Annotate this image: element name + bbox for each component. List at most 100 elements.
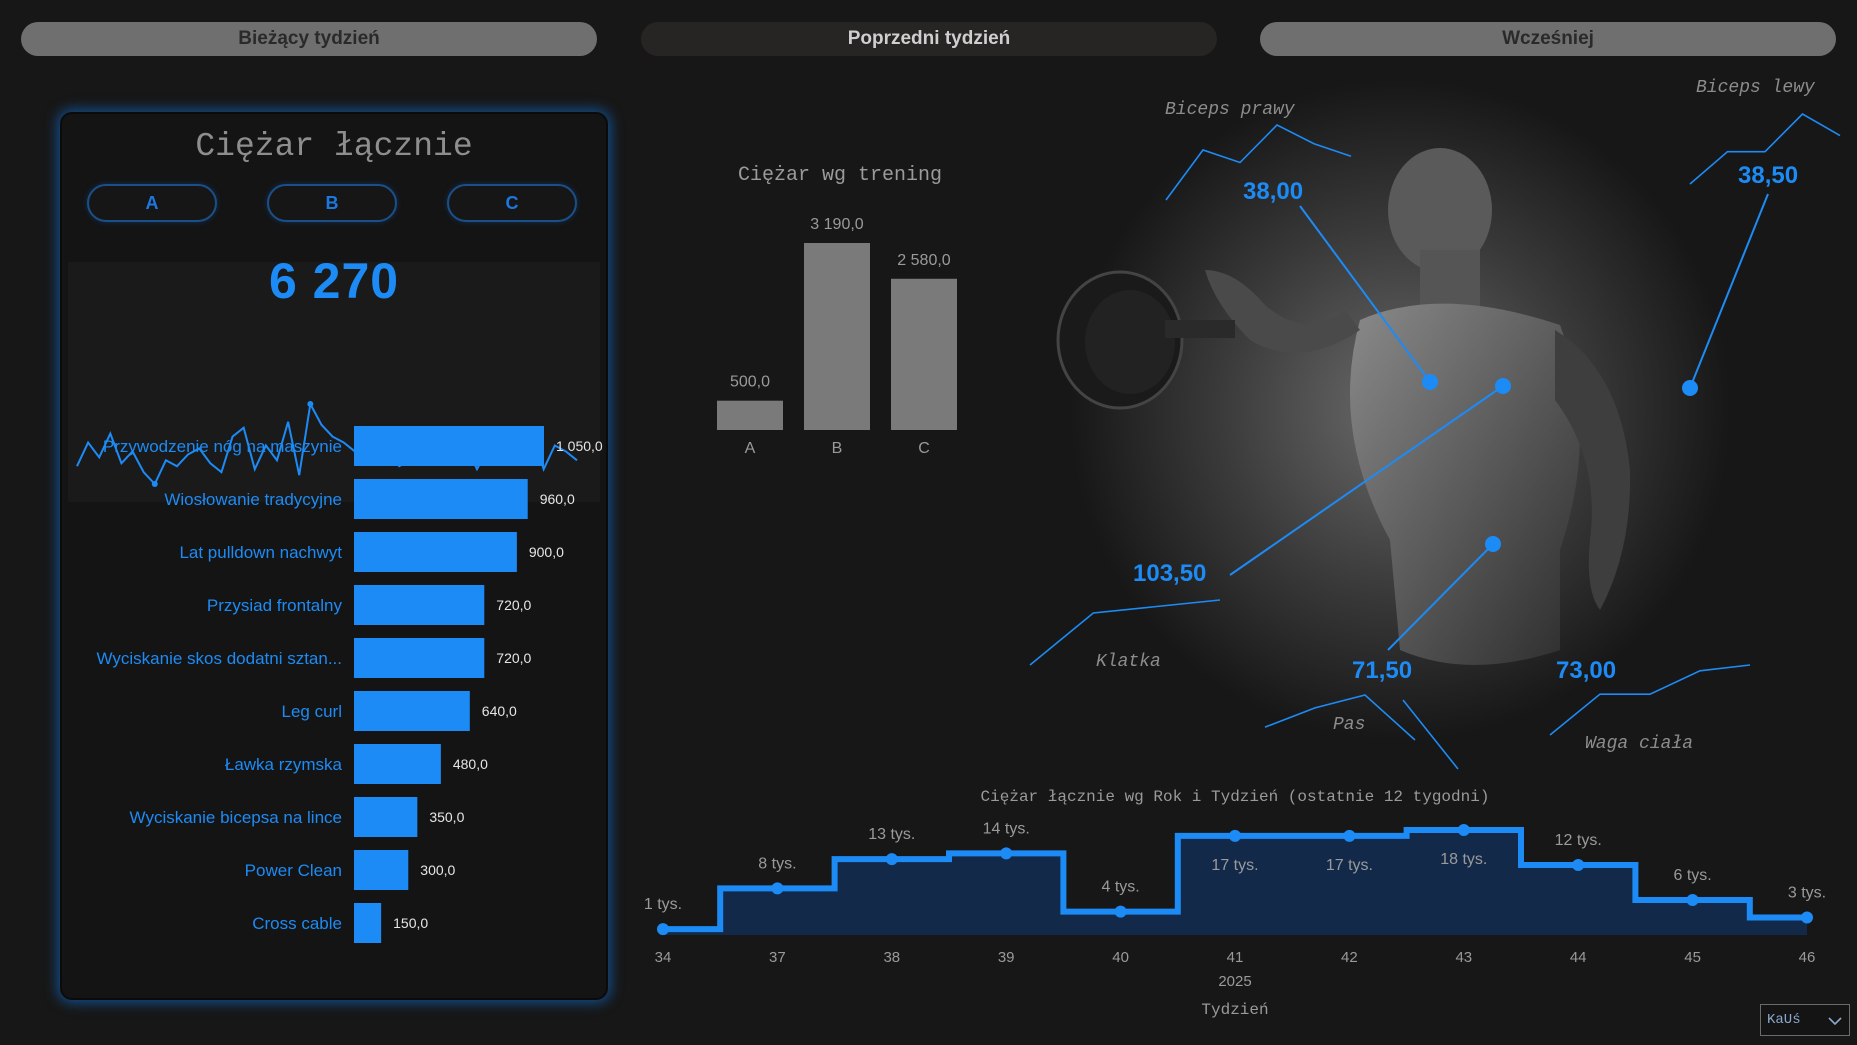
exercise-label: Wyciskanie bicepsa na lince	[130, 808, 342, 827]
exercise-label: Cross cable	[252, 914, 342, 933]
exercise-value-label: 1 050,0	[556, 438, 603, 454]
x-axis-title: Tydzień	[1201, 1001, 1268, 1019]
exercise-value-label: 900,0	[529, 544, 564, 560]
sparkline-min-point	[151, 481, 158, 487]
chevron-down-icon	[1828, 1017, 1842, 1026]
step-value-label: 6 tys.	[1673, 867, 1711, 884]
measurement-trend-line	[1549, 664, 1751, 736]
exercise-label: Wiosłowanie tradycyjne	[164, 490, 342, 509]
step-point	[1114, 905, 1127, 918]
year-label: 2025	[1218, 973, 1251, 990]
exercise-bar	[354, 426, 544, 466]
exercise-value-label: 960,0	[540, 491, 575, 507]
measurement-overlay	[1029, 113, 1841, 770]
biceps-right-value: 38,00	[1243, 178, 1304, 205]
kpi-total-weight: 6 270	[268, 253, 400, 309]
filter-button-c[interactable]: C	[447, 184, 577, 222]
week-tick-label: 44	[1570, 949, 1587, 966]
step-value-label: 8 tys.	[758, 855, 796, 872]
week-tick-label: 37	[769, 949, 786, 966]
session-chart-title: Ciężar wg trening	[737, 164, 943, 187]
step-value-label: 17 tys.	[1326, 857, 1373, 874]
measurement-trend-line	[1029, 599, 1221, 666]
step-point	[657, 923, 669, 936]
exercise-bar	[354, 479, 528, 519]
exercise-label: Ławka rzymska	[225, 755, 343, 774]
exercise-bar	[354, 691, 470, 731]
exercise-bar	[354, 850, 409, 890]
session-bar	[804, 243, 870, 430]
exercise-value-label: 350,0	[429, 809, 464, 825]
exercise-label: Lat pulldown nachwyt	[179, 543, 342, 562]
exercise-bar	[354, 744, 441, 784]
weekly-chart-title: Ciężar łącznie wg Rok i Tydzień (ostatni…	[980, 788, 1490, 806]
step-value-label: 13 tys.	[868, 826, 915, 843]
measurement-point	[1495, 378, 1511, 394]
week-tick-label: 43	[1455, 949, 1472, 966]
exercise-bar	[354, 585, 485, 625]
step-point	[771, 882, 784, 895]
exercise-bar	[354, 903, 382, 943]
weekly-step-chart: 1 tys. 34 8 tys. 37 13 tys. 38 14 tys. 39 4 tys.…	[644, 820, 1826, 1019]
exercise-bar-chart: Przywodzenie nóg na maszynie 1 050,0 Wiosł…	[96, 426, 603, 943]
week-tick-label: 38	[883, 949, 900, 966]
biceps-left-value: 38,50	[1738, 162, 1799, 189]
exercise-bar	[354, 797, 418, 837]
step-point	[1000, 847, 1013, 860]
filter-button-b[interactable]: B	[267, 184, 397, 222]
measurement-trend-line	[1165, 124, 1352, 201]
week-tick-label: 39	[998, 949, 1015, 966]
tab-previous-week[interactable]: Poprzedni tydzień	[641, 22, 1217, 56]
step-point	[1343, 829, 1356, 842]
step-point	[1686, 894, 1699, 906]
measurement-point	[1485, 536, 1501, 552]
measurement-point	[1422, 374, 1438, 390]
dumbbell-icon	[1056, 270, 1235, 410]
waist-trend-tail	[1402, 699, 1459, 770]
week-tick-label: 41	[1227, 949, 1244, 966]
waist-label: Pas	[1333, 715, 1366, 735]
session-bar	[891, 278, 957, 430]
measurement-point	[1682, 380, 1698, 396]
session-value-label: 500,0	[730, 374, 770, 391]
exercise-value-label: 720,0	[496, 650, 531, 666]
exercise-value-label: 150,0	[393, 915, 428, 931]
exercise-value-label: 720,0	[496, 597, 531, 613]
filter-button-a[interactable]: A	[87, 184, 217, 222]
sparkline-max-point	[307, 401, 314, 407]
athlete-silhouette	[1205, 148, 1631, 665]
exercise-label: Leg curl	[282, 702, 342, 721]
week-tick-label: 40	[1112, 949, 1129, 966]
user-select-value: KaUś	[1767, 1012, 1801, 1028]
tab-earlier[interactable]: Wcześniej	[1260, 22, 1836, 56]
step-value-label: 12 tys.	[1555, 832, 1602, 849]
card-title: Ciężar łącznie	[195, 128, 473, 165]
tab-current-week[interactable]: Bieżący tydzień	[21, 22, 597, 56]
week-tick-label: 46	[1799, 949, 1816, 966]
user-select[interactable]: KaUś	[1760, 1004, 1850, 1036]
week-tick-label: 34	[655, 949, 672, 966]
chest-label: Klatka	[1096, 652, 1161, 672]
measurement-connector	[1689, 193, 1769, 389]
exercise-label: Przywodzenie nóg na maszynie	[103, 437, 342, 456]
measurement-trend-line	[1689, 113, 1841, 185]
exercise-bar	[354, 532, 517, 572]
step-value-label: 14 tys.	[983, 820, 1030, 837]
exercise-label: Wyciskanie skos dodatni sztan...	[96, 649, 342, 668]
step-point	[1457, 824, 1470, 836]
chest-value: 103,50	[1133, 560, 1207, 587]
exercise-value-label: 480,0	[453, 756, 488, 772]
exercise-value-label: 300,0	[420, 862, 455, 878]
session-value-label: 3 190,0	[810, 216, 863, 233]
step-value-label: 4 tys.	[1101, 879, 1139, 896]
session-category-label: B	[832, 440, 843, 457]
body-measurements-figure	[1056, 80, 1730, 740]
body-weight-label: Waga ciała	[1585, 734, 1694, 754]
step-point	[885, 853, 898, 866]
measurement-connector	[1387, 543, 1494, 651]
session-bar	[717, 400, 783, 430]
biceps-right-label: Biceps prawy	[1165, 100, 1295, 120]
measurement-trend-line	[1264, 694, 1416, 741]
measurement-connector	[1229, 385, 1504, 576]
week-tick-label: 45	[1684, 949, 1701, 966]
